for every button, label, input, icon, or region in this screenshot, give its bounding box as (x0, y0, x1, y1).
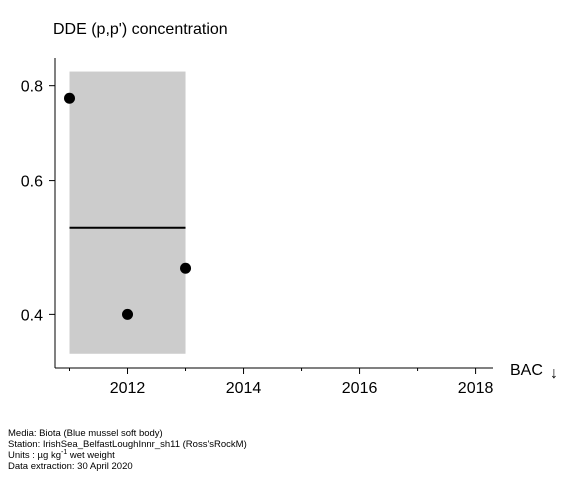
units-exponent: -1 (61, 448, 68, 456)
y-tick-label-0.4: 0.4 (21, 307, 43, 324)
x-axis: 2012 2014 2016 2018 (55, 367, 494, 397)
data-point-2 (122, 308, 134, 320)
chart-title: DDE (p,p') concentration (53, 21, 228, 38)
x-tick-label-2012: 2012 (110, 380, 146, 397)
bac-arrow-icon: ↓ (550, 365, 558, 382)
footer-media: Media: Biota (Blue mussel soft body) (8, 428, 163, 439)
x-tick-label-2018: 2018 (458, 380, 494, 397)
data-point-1 (64, 92, 76, 104)
y-tick-label-0.6: 0.6 (21, 174, 43, 191)
x-tick-label-2016: 2016 (342, 380, 378, 397)
y-tick-label-0.8: 0.8 (21, 79, 43, 96)
footer-extraction: Data extraction: 30 April 2020 (8, 461, 133, 472)
plot-area (64, 71, 192, 354)
confidence-band (69, 71, 186, 354)
footer-station: Station: IrishSea_BelfastLoughInnr_sh11 … (8, 439, 247, 450)
data-point-3 (180, 262, 192, 274)
x-tick-label-2014: 2014 (226, 380, 262, 397)
bac-label: BAC (510, 362, 543, 379)
footer-units: Units : µg kg-1 wet weight (8, 448, 247, 461)
units-prefix: Units : µg kg (8, 450, 61, 461)
footer: Media: Biota (Blue mussel soft body) Sta… (8, 428, 247, 472)
y-axis: 0.4 0.6 0.8 (21, 58, 56, 368)
units-suffix: wet weight (67, 450, 115, 461)
